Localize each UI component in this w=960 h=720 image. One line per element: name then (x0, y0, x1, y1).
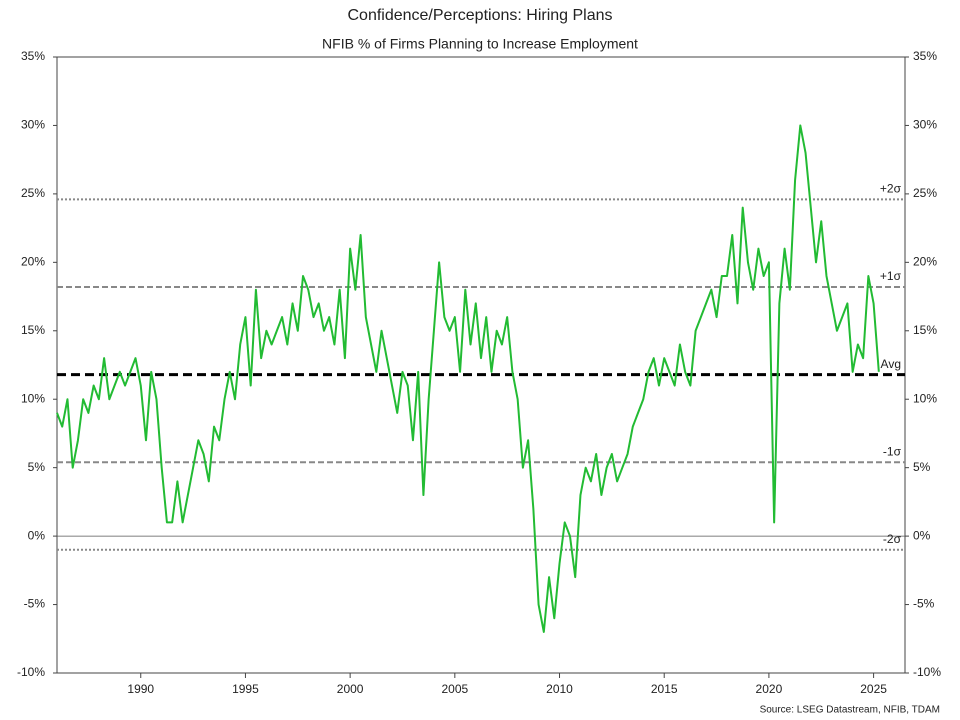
y-tick-label: 0% (28, 528, 46, 542)
reference-label: +1σ (880, 269, 902, 283)
y-tick-label: 5% (28, 460, 46, 474)
x-tick-label: 2005 (441, 682, 468, 696)
chart-title: Confidence/Perceptions: Hiring Plans (347, 7, 612, 24)
y-tick-label: -10% (17, 665, 45, 679)
y2-tick-label: 0% (913, 528, 931, 542)
reference-label: -1σ (883, 444, 902, 458)
reference-label: Avg (881, 357, 901, 371)
x-tick-label: 2025 (860, 682, 887, 696)
plot-frame (56, 56, 906, 674)
data-line (56, 124, 880, 633)
y-tick-label: 30% (21, 118, 45, 132)
y2-tick-label: -10% (913, 665, 941, 679)
y-tick-label: 10% (21, 391, 45, 405)
reference-label: +2σ (880, 182, 902, 196)
y-tick-label: 35% (21, 49, 45, 63)
y2-tick-label: -5% (913, 597, 935, 611)
chart-subtitle: NFIB % of Firms Planning to Increase Emp… (322, 36, 638, 52)
x-tick-label: 2020 (756, 682, 783, 696)
x-tick-label: 1995 (232, 682, 259, 696)
y2-tick-label: 10% (913, 391, 937, 405)
y2-tick-label: 25% (913, 186, 937, 200)
y-tick-label: 15% (21, 323, 45, 337)
reference-label: -2σ (883, 532, 902, 546)
x-tick-label: 2000 (337, 682, 364, 696)
source-note: Source: LSEG Datastream, NFIB, TDAM (760, 705, 940, 716)
y-tick-label: 20% (21, 255, 45, 269)
y2-tick-label: 30% (913, 118, 937, 132)
y2-tick-label: 5% (913, 460, 931, 474)
y-tick-label: 25% (21, 186, 45, 200)
y-tick-label: -5% (24, 597, 46, 611)
y2-tick-label: 35% (913, 49, 937, 63)
x-tick-label: 2015 (651, 682, 678, 696)
x-tick-label: 2010 (546, 682, 573, 696)
y2-tick-label: 20% (913, 255, 937, 269)
y2-tick-label: 15% (913, 323, 937, 337)
x-tick-label: 1990 (127, 682, 154, 696)
